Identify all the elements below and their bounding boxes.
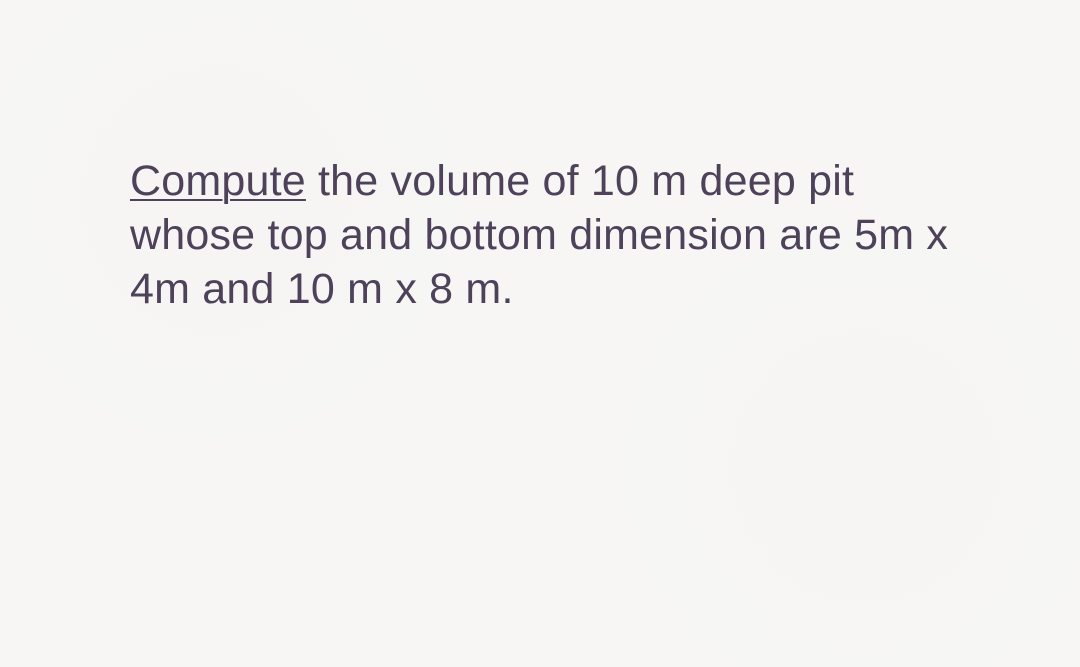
question-block: Compute the volume of 10 m deep pit whos… (130, 155, 950, 316)
question-underlined-word: Compute (130, 157, 306, 205)
